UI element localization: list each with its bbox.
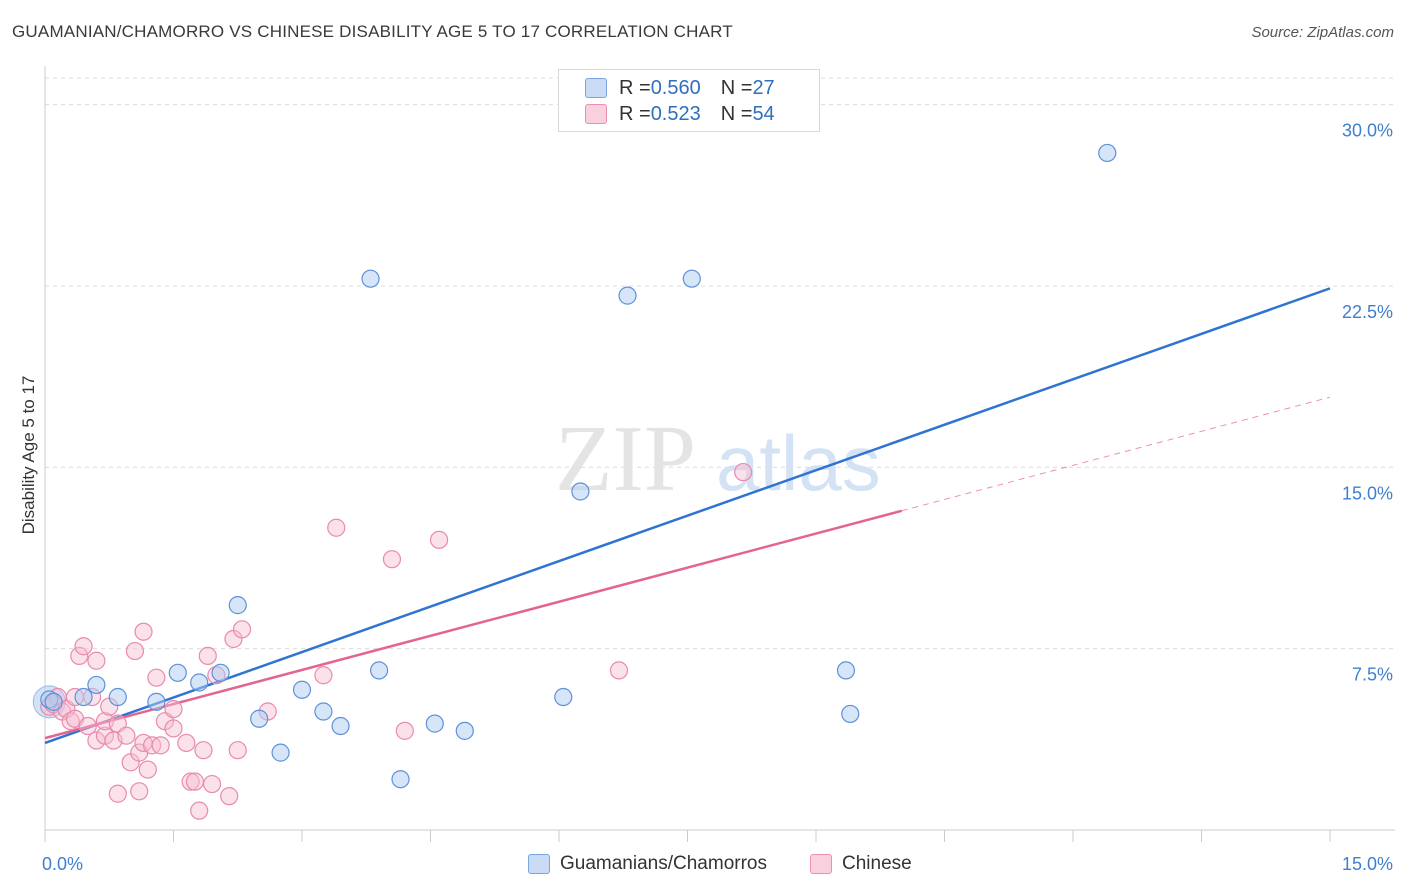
data-point-chinese: [734, 463, 753, 482]
data-point-guamanian: [425, 714, 444, 733]
data-point-guamanian: [370, 661, 389, 680]
legend-r-value: 0.560: [650, 76, 701, 99]
data-point-chinese: [327, 518, 346, 537]
y-tick-label: 30.0%: [1342, 121, 1393, 141]
chart-title: GUAMANIAN/CHAMORRO VS CHINESE DISABILITY…: [12, 22, 733, 41]
data-point-guamanian: [314, 702, 333, 721]
data-point-chinese: [609, 661, 629, 680]
data-point-guamanian: [391, 770, 410, 789]
data-point-guamanian: [331, 716, 350, 736]
data-points: [32, 143, 1117, 820]
legend-r-value: 0.523: [650, 102, 701, 125]
source-credit: Source: ZipAtlas.com: [1251, 24, 1394, 41]
data-point-guamanian: [74, 687, 93, 707]
data-point-chinese: [395, 721, 414, 740]
data-point-guamanian: [571, 482, 590, 501]
data-point-guamanian: [836, 661, 856, 680]
data-point-guamanian: [87, 675, 106, 695]
data-point-chinese: [87, 651, 106, 670]
data-point-chinese: [228, 741, 247, 760]
data-point-chinese: [138, 760, 157, 779]
data-point-guamanian: [44, 692, 63, 711]
data-point-chinese: [232, 620, 252, 639]
data-point-guamanian: [147, 692, 166, 711]
trend-line-guamanian: [44, 287, 1331, 745]
legend-item-guamanians[interactable]: Guamanians/Chamorros: [528, 852, 767, 876]
y-tick-label: 22.5%: [1342, 302, 1393, 322]
data-point-guamanian: [682, 269, 701, 288]
data-point-guamanian: [618, 286, 637, 305]
data-point-chinese: [314, 666, 333, 685]
legend-row-chinese: R = 0.523 N = 54: [585, 102, 775, 126]
legend-item-chinese[interactable]: Chinese: [810, 852, 912, 876]
data-point-chinese: [220, 787, 239, 806]
data-point-chinese: [429, 530, 449, 549]
tick-labels: 7.5% 15.0% 22.5% 30.0% 0.0% 15.0%: [42, 121, 1393, 874]
grid-lines: [45, 77, 1395, 650]
watermark: ZIP atlas: [555, 407, 881, 511]
correlation-legend: R = 0.560 N = 27 R = 0.523 N = 54: [558, 69, 820, 132]
legend-n-label: N =: [720, 102, 753, 125]
legend-r-label: R =: [619, 76, 651, 99]
legend-swatch-blue: [585, 78, 607, 98]
trend-line-chinese-extension: [901, 396, 1331, 512]
data-point-chinese: [95, 726, 115, 745]
data-point-guamanian: [250, 709, 269, 728]
data-point-guamanian: [455, 721, 474, 740]
data-point-guamanian: [271, 743, 290, 762]
data-point-guamanian: [108, 687, 127, 707]
watermark-atlas: atlas: [716, 419, 881, 507]
legend-label: Chinese: [842, 853, 912, 874]
y-tick-label: 7.5%: [1352, 665, 1393, 685]
legend-n-value: 27: [752, 76, 775, 99]
legend-label: Guamanians/Chamorros: [560, 853, 767, 874]
data-point-guamanian: [211, 663, 230, 682]
data-point-guamanian: [841, 704, 860, 724]
data-point-chinese: [134, 622, 153, 641]
y-axis-label: Disability Age 5 to 17: [19, 376, 38, 535]
data-point-chinese: [177, 733, 196, 753]
data-point-guamanian: [361, 269, 380, 288]
data-point-chinese: [74, 637, 93, 656]
data-point-chinese: [130, 782, 149, 801]
data-point-chinese: [164, 699, 183, 719]
data-point-chinese: [108, 784, 127, 803]
data-point-chinese: [117, 726, 136, 745]
data-point-guamanian: [190, 673, 209, 692]
x-tick-label: 0.0%: [42, 854, 83, 874]
data-point-chinese: [185, 772, 205, 791]
data-point-guamanian: [228, 596, 247, 615]
y-tick-label: 15.0%: [1342, 483, 1393, 503]
data-point-chinese: [194, 741, 213, 760]
legend-n-label: N =: [720, 76, 753, 99]
data-point-chinese: [382, 550, 402, 569]
data-point-chinese: [147, 668, 166, 687]
legend-swatch-pink: [585, 104, 607, 124]
data-point-guamanian: [554, 687, 573, 707]
data-point-chinese: [190, 801, 209, 820]
data-point-chinese: [78, 716, 97, 736]
data-point-chinese: [202, 774, 222, 794]
data-point-guamanian: [292, 680, 312, 699]
legend-n-value: 54: [752, 102, 775, 125]
data-point-chinese: [198, 646, 217, 666]
data-point-guamanian: [1098, 143, 1117, 163]
axes: [44, 66, 1395, 842]
trend-line-chinese: [44, 509, 902, 740]
legend-row-guamanian: R = 0.560 N = 27: [585, 76, 775, 100]
data-point-chinese: [151, 736, 170, 755]
data-point-chinese: [164, 719, 183, 738]
data-point-chinese: [70, 646, 89, 666]
x-tick-label: 15.0%: [1342, 854, 1393, 874]
legend-swatch-blue: [528, 854, 550, 874]
legend-swatch-pink: [810, 854, 832, 874]
legend-r-label: R =: [619, 102, 651, 125]
data-point-chinese: [125, 641, 145, 661]
data-point-guamanian: [168, 663, 187, 682]
trend-lines: [44, 287, 1331, 745]
data-point-chinese: [181, 772, 200, 791]
